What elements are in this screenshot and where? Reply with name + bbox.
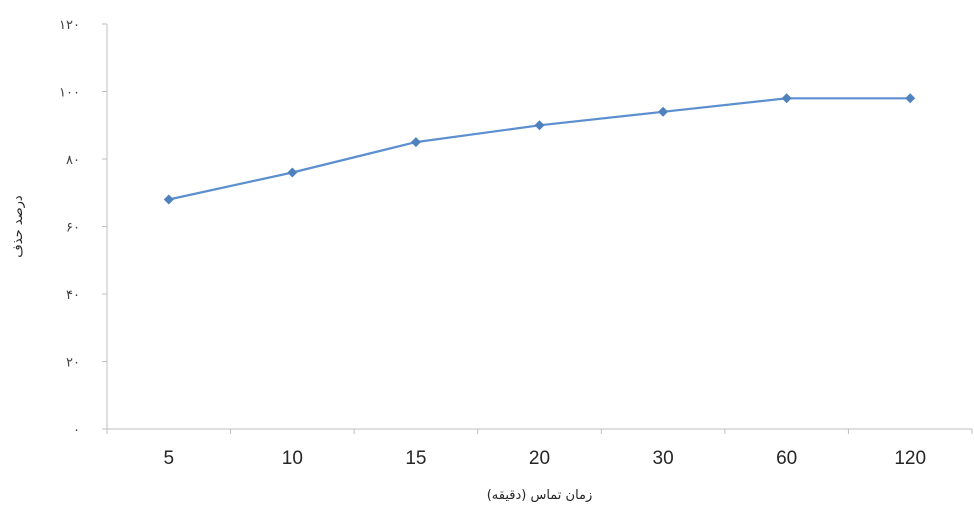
data-point-marker [658,106,669,117]
y-tick-labels: ۰ ۲۰ ۴۰ ۶۰ ۸۰ ۱۰۰ ۱۲۰ [59,18,107,438]
x-tick-labels: 5 10 15 20 30 60 120 [106,429,973,469]
data-point-marker [905,93,916,104]
y-tick-label: ۴۰ [66,288,80,303]
y-tick-label: ۱۰۰ [59,86,80,101]
data-point-marker [410,137,421,148]
x-tick-label: 20 [529,448,550,469]
y-tick-label: ۸۰ [66,153,80,168]
x-tick-label: 120 [894,448,926,469]
y-tick-label: ۶۰ [66,221,80,236]
x-tick-label: 30 [653,448,674,469]
data-point-marker [534,120,545,131]
y-axis-title: درصد حذف [11,195,26,258]
y-tick-label: ۰ [73,423,80,438]
data-point-marker [287,167,298,178]
y-tick-label: ۱۲۰ [59,18,80,33]
x-tick-label: 10 [282,448,303,469]
series-line [167,97,912,201]
data-point-marker [781,93,792,104]
x-axis-title: زمان تماس (دقیقه) [487,488,593,503]
x-tick-label: 5 [163,448,174,469]
series [163,93,916,205]
y-tick-label: ۲۰ [66,356,80,371]
data-point-marker [163,194,174,205]
x-tick-label: 15 [405,448,426,469]
x-tick-label: 60 [776,448,797,469]
